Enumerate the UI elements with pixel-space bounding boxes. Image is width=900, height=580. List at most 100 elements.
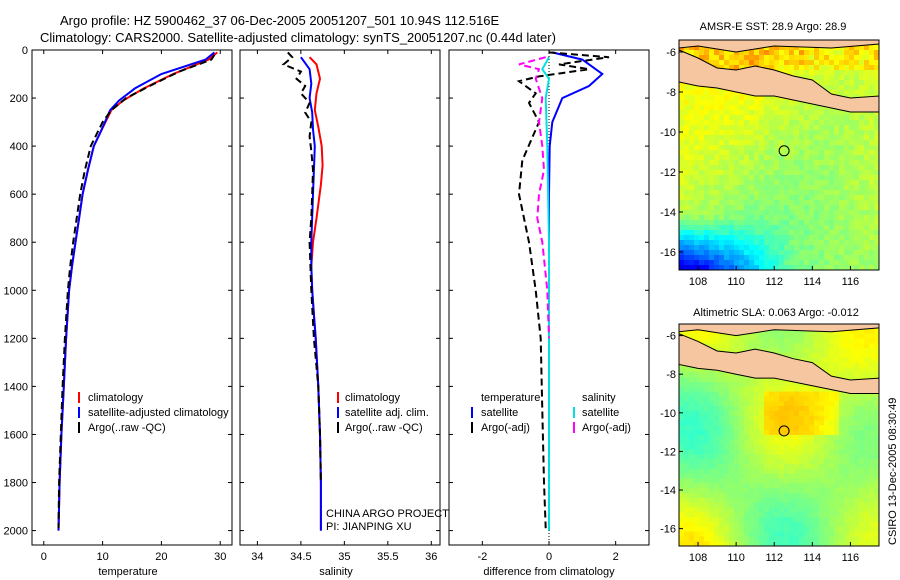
- map-grid-cell: [799, 55, 805, 61]
- map-grid-cell: [834, 185, 840, 191]
- map-grid-cell: [874, 230, 880, 236]
- map-grid-cell: [789, 415, 795, 421]
- map-grid-cell: [869, 488, 875, 494]
- map-grid-cell: [724, 492, 730, 499]
- map-grid-cell: [859, 150, 865, 156]
- map-grid-cell: [744, 100, 750, 106]
- map-grid-cell: [704, 497, 710, 503]
- map-grid-cell: [754, 507, 760, 513]
- map-grid-cell: [874, 255, 880, 261]
- map-grid-cell: [754, 165, 760, 171]
- map-grid-cell: [789, 468, 795, 475]
- map-grid-cell: [739, 348, 745, 354]
- map-grid-cell: [749, 507, 755, 513]
- map-grid-cell: [779, 160, 785, 166]
- map-grid-cell: [834, 125, 840, 131]
- map-grid-cell: [739, 377, 745, 383]
- map-grid-cell: [704, 85, 710, 91]
- map-grid-cell: [724, 338, 730, 344]
- map-grid-cell: [864, 205, 870, 211]
- map-grid-cell: [694, 541, 700, 547]
- map-grid-cell: [864, 115, 870, 121]
- map-grid-cell: [844, 80, 850, 86]
- map-grid-cell: [739, 210, 745, 216]
- map-grid-cell: [764, 449, 770, 455]
- map-grid-cell: [704, 155, 710, 161]
- map-grid-cell: [869, 531, 875, 537]
- map-grid-cell: [814, 357, 820, 364]
- map-grid-cell: [719, 401, 725, 407]
- map-grid-cell: [729, 483, 735, 489]
- map-grid-cell: [849, 155, 855, 161]
- map-grid-cell: [694, 517, 700, 523]
- map-grid-cell: [724, 60, 730, 66]
- map-grid-cell: [834, 80, 840, 86]
- map-grid-cell: [799, 185, 805, 191]
- map-grid-cell: [739, 473, 745, 479]
- map-grid-cell: [839, 195, 845, 201]
- map-grid-cell: [689, 155, 695, 161]
- map-grid-cell: [869, 367, 875, 373]
- map-grid-cell: [829, 521, 835, 528]
- map-grid-cell: [774, 483, 780, 489]
- map-grid-cell: [714, 235, 720, 241]
- map-grid-cell: [794, 348, 800, 354]
- map-grid-cell: [859, 507, 865, 513]
- map-grid-cell: [814, 396, 820, 402]
- map-grid-cell: [709, 55, 715, 61]
- map-grid-cell: [789, 536, 795, 542]
- map-grid-cell: [829, 180, 835, 186]
- map-grid-cell: [759, 190, 765, 196]
- map-grid-cell: [864, 425, 870, 431]
- map-grid-cell: [774, 235, 780, 241]
- map-grid-cell: [869, 521, 875, 528]
- map-grid-cell: [789, 170, 795, 176]
- map-grid-cell: [709, 492, 715, 499]
- map-grid-cell: [769, 488, 775, 494]
- map-grid-cell: [809, 459, 815, 465]
- map-grid-cell: [819, 425, 825, 431]
- map-grid-cell: [714, 386, 720, 392]
- map-grid-cell: [679, 415, 685, 421]
- map-grid-cell: [724, 521, 730, 528]
- map-grid-cell: [824, 420, 830, 426]
- map-grid-cell: [719, 415, 725, 421]
- map-grid-cell: [694, 175, 700, 181]
- x-tick-label: 0: [546, 551, 552, 563]
- map-grid-cell: [864, 478, 870, 484]
- map-grid-cell: [679, 135, 685, 141]
- map-grid-cell: [789, 265, 795, 271]
- map-grid-cell: [749, 60, 755, 66]
- map-grid-cell: [714, 435, 720, 441]
- map-grid-cell: [679, 377, 685, 383]
- map-grid-cell: [779, 338, 785, 344]
- map-grid-cell: [699, 130, 705, 136]
- map-grid-cell: [864, 333, 870, 339]
- map-grid-cell: [834, 502, 840, 508]
- map-grid-cell: [694, 406, 700, 412]
- map-grid-cell: [719, 180, 725, 186]
- map-grid-cell: [749, 531, 755, 537]
- map-grid-cell: [714, 415, 720, 421]
- map-grid-cell: [829, 195, 835, 201]
- map-grid-cell: [694, 444, 700, 450]
- map-grid-cell: [864, 155, 870, 161]
- map-grid-cell: [859, 195, 865, 201]
- map-grid-cell: [774, 185, 780, 191]
- map-grid-cell: [824, 483, 830, 489]
- sst-map-title: AMSR-E SST: 28.9 Argo: 28.9: [700, 21, 847, 33]
- map-grid-cell: [824, 521, 830, 528]
- map-grid-cell: [714, 230, 720, 236]
- map-grid-cell: [729, 225, 735, 231]
- map-grid-cell: [859, 459, 865, 465]
- map-grid-cell: [749, 517, 755, 523]
- map-grid-cell: [739, 468, 745, 475]
- map-grid-cell: [849, 459, 855, 465]
- map-grid-cell: [839, 70, 845, 76]
- map-grid-cell: [789, 175, 795, 181]
- map-grid-cell: [714, 507, 720, 513]
- map-grid-cell: [784, 435, 790, 441]
- map-grid-cell: [789, 512, 795, 518]
- map-grid-cell: [849, 338, 855, 344]
- map-grid-cell: [804, 235, 810, 241]
